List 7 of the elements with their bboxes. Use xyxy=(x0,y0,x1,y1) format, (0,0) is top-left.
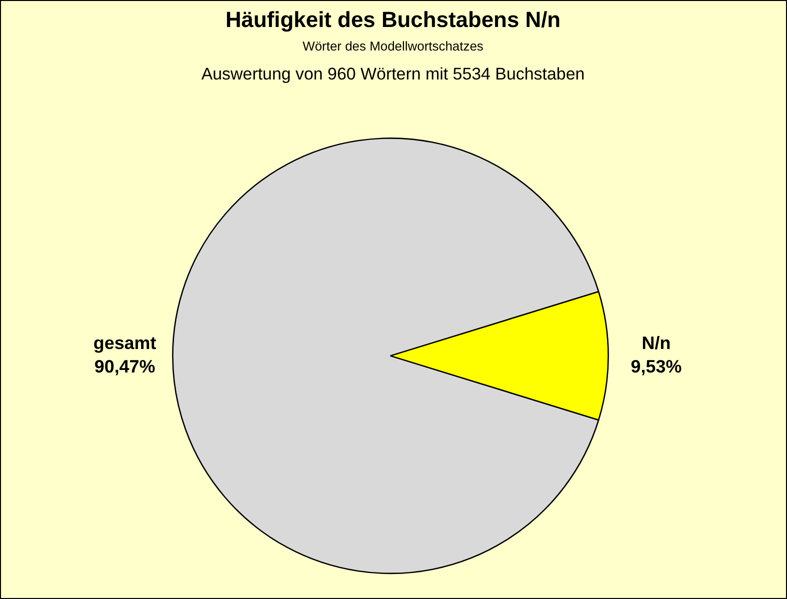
data-label: 9,53% xyxy=(630,356,682,377)
slice-label: gesamt xyxy=(93,332,156,353)
data-label: 90,47% xyxy=(94,356,156,377)
chart-subtitle: Wörter des Modellwortschatzes xyxy=(302,38,484,54)
text: Auswertung von 960 Wörtern mit 5534 Buchstaben xyxy=(201,64,585,84)
slice-label: N/n xyxy=(642,332,671,353)
chart-title: Häufigkeit des Buchstabens N/n xyxy=(225,6,561,32)
